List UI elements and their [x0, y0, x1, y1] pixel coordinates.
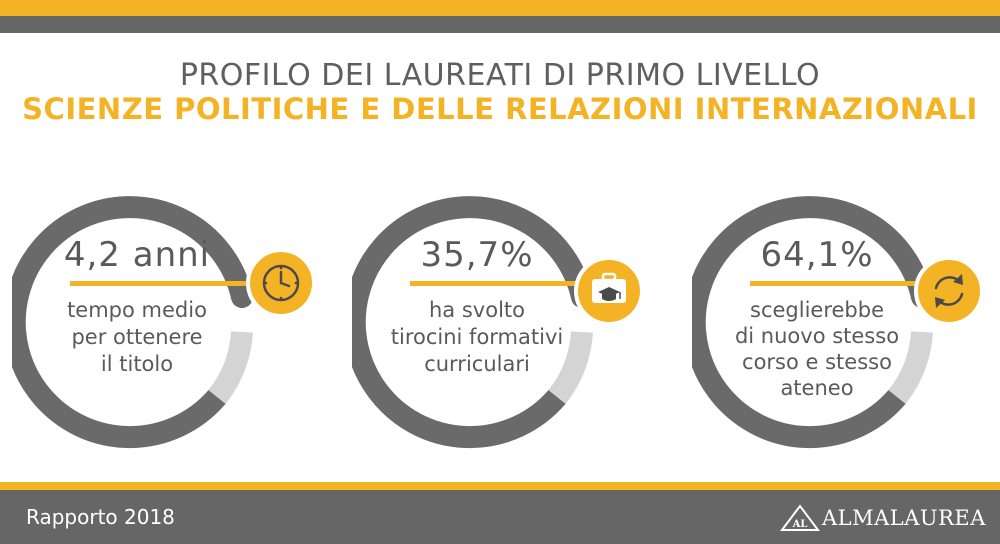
report-label: Rapporto 2018	[26, 505, 175, 529]
stat-description: ha svolto tirocini formativi curriculari	[390, 298, 564, 376]
page-subtitle: SCIENZE POLITICHE E DELLE RELAZIONI INTE…	[22, 92, 978, 126]
stat-card-duration: 4,2 anni tempo medio per ottenere il tit…	[12, 157, 332, 457]
page-title: PROFILO DEI LAUREATI DI PRIMO LIVELLO	[179, 58, 821, 93]
stat-card-internships: 35,7% ha svolto tirocini formativi curri…	[352, 157, 672, 457]
top-accent-bar	[0, 0, 1000, 16]
refresh-icon	[914, 256, 984, 326]
stat-value: 64,1%	[760, 235, 874, 275]
clock-icon	[246, 248, 316, 318]
logo-text: ALMALAUREA	[822, 506, 986, 530]
top-header-bar	[0, 16, 1000, 33]
stat-value: 4,2 anni	[63, 235, 211, 275]
stat-card-satisfaction: 64,1% sceglierebbe di nuovo stesso corso…	[692, 157, 1000, 457]
ring-graphic	[352, 196, 593, 449]
ring-graphic	[12, 196, 253, 449]
footer-bar	[0, 490, 1000, 544]
stat-description: sceglierebbe di nuovo stesso corso e ste…	[734, 298, 900, 400]
footer-accent-bar	[0, 482, 1000, 490]
logo-mark-icon: AL	[780, 504, 820, 531]
stat-underline	[410, 281, 580, 286]
stat-underline	[70, 281, 246, 286]
svg-text:AL: AL	[792, 519, 808, 530]
briefcase-graduation-icon	[574, 256, 644, 326]
ring-graphic	[692, 196, 933, 449]
stat-underline	[750, 281, 920, 286]
stat-value: 35,7%	[420, 235, 534, 275]
stat-description: tempo medio per ottenere il titolo	[67, 298, 207, 376]
almalaurea-logo: AL ALMALAUREA	[778, 500, 988, 536]
